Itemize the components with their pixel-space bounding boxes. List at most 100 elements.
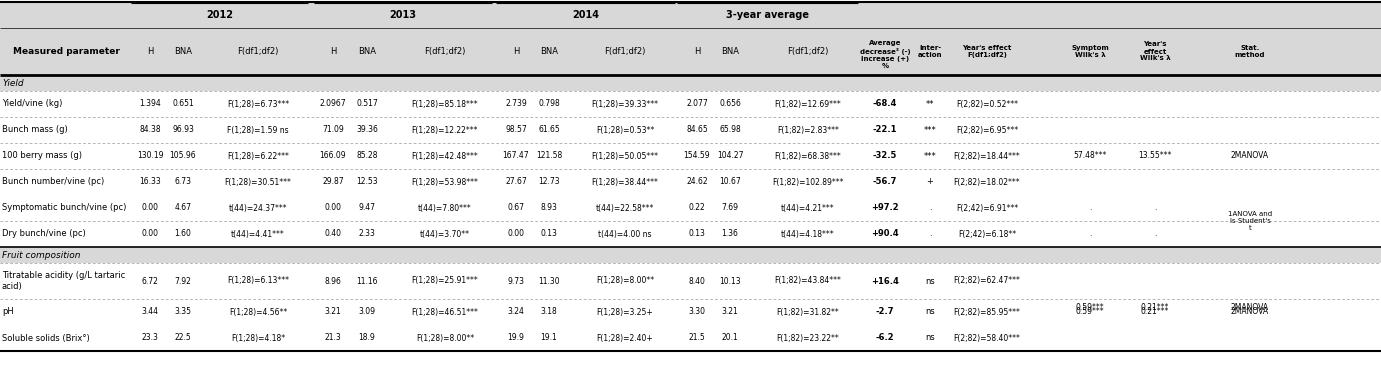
Text: 3.30: 3.30	[689, 308, 706, 317]
Text: 12.53: 12.53	[356, 177, 378, 187]
Text: Year's
effect
Wilk's λ: Year's effect Wilk's λ	[1139, 42, 1170, 62]
Text: F(2;42)=6.18**: F(2;42)=6.18**	[958, 229, 1016, 239]
Text: .: .	[1088, 229, 1091, 239]
Text: Fruit composition: Fruit composition	[1, 251, 80, 260]
Text: Symptomatic bunch/vine (pc): Symptomatic bunch/vine (pc)	[1, 203, 127, 213]
Text: 0.21***: 0.21***	[1141, 303, 1170, 312]
Text: .: .	[928, 203, 931, 213]
Text: 19.1: 19.1	[540, 334, 558, 343]
Text: t(44)=4.21***: t(44)=4.21***	[782, 203, 834, 213]
Text: 3.09: 3.09	[359, 308, 376, 317]
Text: F(1;28)=53.98***: F(1;28)=53.98***	[412, 177, 478, 187]
Text: 39.36: 39.36	[356, 125, 378, 135]
Text: F(1;82)=2.83***: F(1;82)=2.83***	[778, 125, 838, 135]
Text: .: .	[1153, 203, 1156, 213]
Text: +16.4: +16.4	[871, 277, 899, 286]
Text: 0.67: 0.67	[507, 203, 525, 213]
Text: -22.1: -22.1	[873, 125, 898, 135]
Text: BNA: BNA	[721, 47, 739, 56]
Text: 19.9: 19.9	[508, 334, 525, 343]
Text: 0.517: 0.517	[356, 99, 378, 109]
Text: F(2;82)=18.02***: F(2;82)=18.02***	[954, 177, 1021, 187]
Text: -2.7: -2.7	[876, 308, 895, 317]
Text: 0.13: 0.13	[540, 229, 558, 239]
Text: 3.21: 3.21	[325, 308, 341, 317]
Text: 130.19: 130.19	[137, 151, 163, 161]
Text: Titratable acidity (g/L tartaric
acid): Titratable acidity (g/L tartaric acid)	[1, 271, 126, 291]
Text: 0.00: 0.00	[141, 203, 159, 213]
Text: 11.16: 11.16	[356, 277, 378, 286]
Text: ns: ns	[925, 334, 935, 343]
Text: F(1;82)=23.22**: F(1;82)=23.22**	[776, 334, 840, 343]
Text: 10.13: 10.13	[720, 277, 740, 286]
Text: F(1;82)=31.82**: F(1;82)=31.82**	[776, 308, 840, 317]
Text: 18.9: 18.9	[359, 334, 376, 343]
Text: Bunch number/vine (pc): Bunch number/vine (pc)	[1, 177, 104, 187]
Text: 1.36: 1.36	[721, 229, 739, 239]
Text: H: H	[146, 47, 153, 56]
Text: 2014: 2014	[572, 10, 599, 20]
Text: -6.2: -6.2	[876, 334, 895, 343]
Text: 8.40: 8.40	[689, 277, 706, 286]
Text: 57.48***: 57.48***	[1073, 151, 1106, 161]
Bar	[0, 91, 1381, 117]
Text: F(1;28)=12.22***: F(1;28)=12.22***	[412, 125, 478, 135]
Text: .: .	[1088, 203, 1091, 213]
Text: 167.47: 167.47	[503, 151, 529, 161]
Text: 6.72: 6.72	[142, 277, 159, 286]
Text: F(1;28)=50.05***: F(1;28)=50.05***	[591, 151, 659, 161]
Text: 0.21***: 0.21***	[1141, 308, 1170, 317]
Text: t(44)=24.37***: t(44)=24.37***	[229, 203, 287, 213]
Text: 8.93: 8.93	[540, 203, 558, 213]
Text: Inter-
action: Inter- action	[918, 45, 942, 58]
Text: 0.651: 0.651	[173, 99, 193, 109]
Text: Soluble solids (Brix°): Soluble solids (Brix°)	[1, 334, 90, 343]
Text: 0.13: 0.13	[689, 229, 706, 239]
Text: 7.92: 7.92	[174, 277, 192, 286]
Text: ns: ns	[925, 308, 935, 317]
Text: Bunch mass (g): Bunch mass (g)	[1, 125, 68, 135]
Text: 2.739: 2.739	[505, 99, 528, 109]
Text: H: H	[693, 47, 700, 56]
Bar	[0, 299, 1381, 325]
Text: 3.35: 3.35	[174, 308, 192, 317]
Text: 2.0967: 2.0967	[319, 99, 347, 109]
Text: F(2;82)=58.40***: F(2;82)=58.40***	[953, 334, 1021, 343]
Text: -56.7: -56.7	[873, 177, 898, 187]
Text: 100 berry mass (g): 100 berry mass (g)	[1, 151, 81, 161]
Text: t(44)=7.80***: t(44)=7.80***	[418, 203, 472, 213]
Text: Stat.
method: Stat. method	[1235, 45, 1265, 58]
Text: 24.62: 24.62	[686, 177, 708, 187]
Text: 3.18: 3.18	[540, 308, 558, 317]
Text: 154.59: 154.59	[684, 151, 710, 161]
Text: F(1;28)=6.13***: F(1;28)=6.13***	[226, 277, 289, 286]
Text: 23.3: 23.3	[142, 334, 159, 343]
Text: 0.00: 0.00	[325, 203, 341, 213]
Text: ***: ***	[924, 125, 936, 135]
Text: 85.28: 85.28	[356, 151, 378, 161]
Text: Dry bunch/vine (pc): Dry bunch/vine (pc)	[1, 229, 86, 239]
Text: 0.00: 0.00	[507, 229, 525, 239]
Text: Year's effect
F(df1;df2): Year's effect F(df1;df2)	[963, 45, 1012, 58]
Text: F(df1;df2): F(df1;df2)	[787, 47, 829, 56]
Text: 84.65: 84.65	[686, 125, 708, 135]
Text: Average
decrease³ (-)
increase (+)
%: Average decrease³ (-) increase (+) %	[860, 40, 910, 69]
Text: 10.67: 10.67	[720, 177, 740, 187]
Text: -32.5: -32.5	[873, 151, 898, 161]
Text: ns: ns	[925, 277, 935, 286]
Text: 27.67: 27.67	[505, 177, 528, 187]
Text: BNA: BNA	[540, 47, 558, 56]
Text: .: .	[1153, 229, 1156, 239]
Text: 2.33: 2.33	[359, 229, 376, 239]
Text: Yield/vine (kg): Yield/vine (kg)	[1, 99, 62, 109]
Text: F(1;28)=8.00**: F(1;28)=8.00**	[416, 334, 474, 343]
Text: F(1;82)=43.84***: F(1;82)=43.84***	[775, 277, 841, 286]
Text: 0.00: 0.00	[141, 229, 159, 239]
Text: 6.73: 6.73	[174, 177, 192, 187]
Text: F(1;28)=46.51***: F(1;28)=46.51***	[412, 308, 478, 317]
Text: F(2;82)=85.95***: F(2;82)=85.95***	[953, 308, 1021, 317]
Text: 0.798: 0.798	[539, 99, 559, 109]
Text: 104.27: 104.27	[717, 151, 743, 161]
Text: 9.47: 9.47	[359, 203, 376, 213]
Text: F(df1;df2): F(df1;df2)	[238, 47, 279, 56]
